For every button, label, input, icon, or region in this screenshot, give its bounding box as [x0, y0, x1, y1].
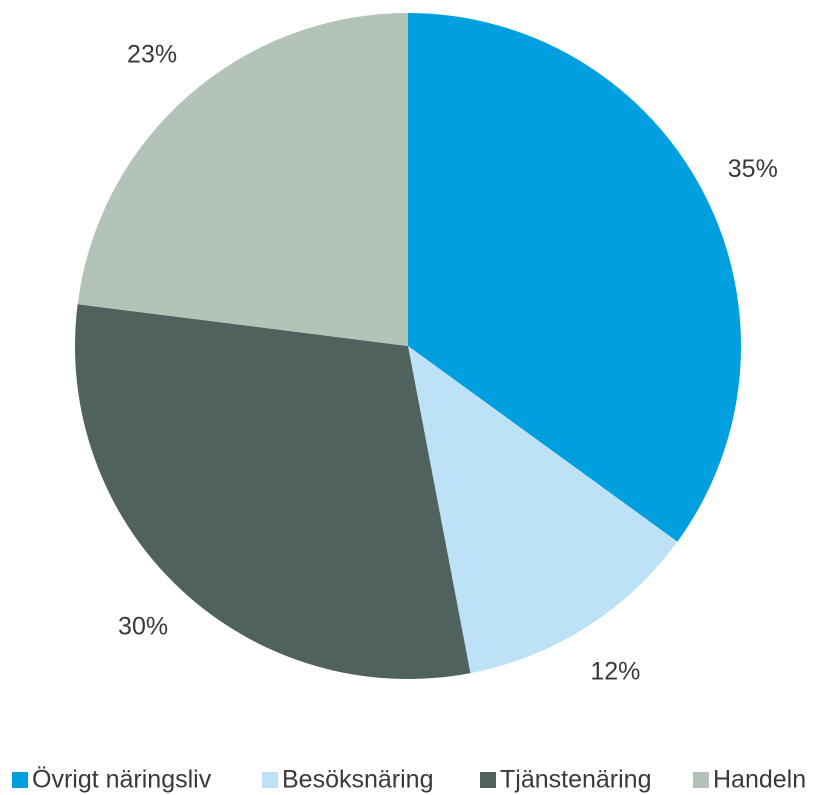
legend-swatch — [262, 772, 278, 788]
pie-slice — [77, 13, 409, 346]
legend-label: Handeln — [713, 766, 806, 794]
legend-label: Tjänstenäring — [500, 766, 651, 794]
pie-slice — [408, 346, 678, 674]
data-label: 30% — [118, 613, 168, 641]
data-label: 23% — [127, 40, 177, 68]
legend-label: Besöksnäring — [282, 766, 433, 794]
legend-swatch — [480, 772, 496, 788]
legend-label: Övrigt näringsliv — [32, 766, 212, 794]
legend-swatch — [693, 772, 709, 788]
pie-slice — [74, 304, 471, 680]
data-label: 12% — [590, 657, 640, 685]
pie-slice — [408, 13, 741, 542]
legend-swatch — [12, 772, 28, 788]
data-label: 35% — [728, 155, 778, 183]
